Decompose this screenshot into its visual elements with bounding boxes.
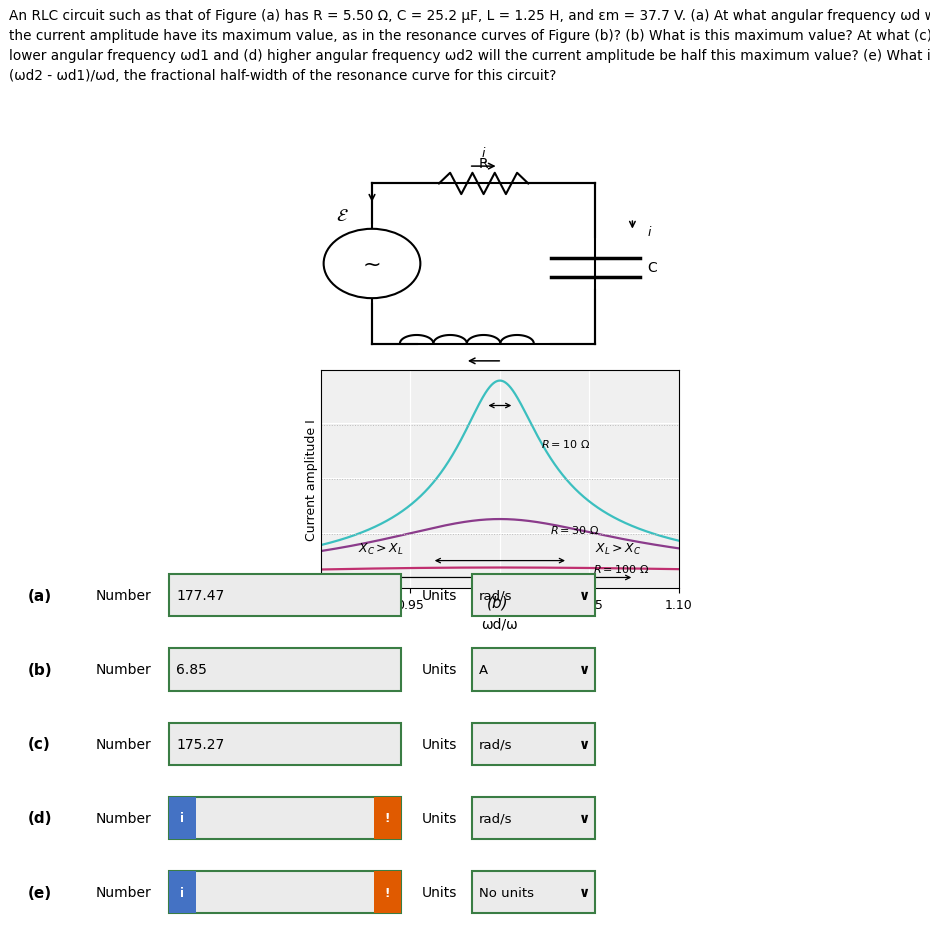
Text: (e): (e) xyxy=(28,884,52,900)
Text: Units: Units xyxy=(421,663,457,677)
Text: Units: Units xyxy=(421,885,457,899)
Text: ∨: ∨ xyxy=(578,589,590,603)
FancyBboxPatch shape xyxy=(472,575,595,616)
Text: rad/s: rad/s xyxy=(479,589,512,603)
Text: !: ! xyxy=(385,885,391,899)
Text: 177.47: 177.47 xyxy=(176,589,224,603)
Text: Number: Number xyxy=(96,885,152,899)
FancyBboxPatch shape xyxy=(169,797,401,839)
Text: (a): (a) xyxy=(28,588,52,603)
Text: Number: Number xyxy=(96,811,152,825)
Text: ∨: ∨ xyxy=(578,737,590,751)
Circle shape xyxy=(324,230,420,298)
FancyBboxPatch shape xyxy=(169,871,196,913)
Text: (b): (b) xyxy=(486,595,509,610)
FancyBboxPatch shape xyxy=(169,871,401,913)
Text: Number: Number xyxy=(96,663,152,677)
Text: Units: Units xyxy=(421,589,457,603)
Text: rad/s: rad/s xyxy=(479,811,512,825)
Text: A: A xyxy=(479,663,488,677)
FancyBboxPatch shape xyxy=(374,797,401,839)
Text: 175.27: 175.27 xyxy=(176,737,224,751)
Text: (d): (d) xyxy=(28,810,52,826)
Text: $R = 10\ \Omega$: $R = 10\ \Omega$ xyxy=(541,438,591,450)
Text: L: L xyxy=(480,368,487,382)
Text: i: i xyxy=(482,379,485,392)
Text: $R = 30\ \Omega$: $R = 30\ \Omega$ xyxy=(550,524,599,535)
FancyBboxPatch shape xyxy=(472,649,595,691)
FancyBboxPatch shape xyxy=(169,649,401,691)
FancyBboxPatch shape xyxy=(472,723,595,765)
Text: $\mathcal{E}$: $\mathcal{E}$ xyxy=(336,208,349,225)
Text: i: i xyxy=(482,147,485,160)
Text: i: i xyxy=(180,811,184,825)
Text: $R = 100\ \Omega$: $R = 100\ \Omega$ xyxy=(593,563,649,575)
Text: !: ! xyxy=(385,811,391,825)
Text: (c): (c) xyxy=(28,736,50,752)
Text: rad/s: rad/s xyxy=(479,737,512,751)
Text: $X_L > X_C$: $X_L > X_C$ xyxy=(595,541,641,557)
Text: Units: Units xyxy=(421,737,457,751)
FancyBboxPatch shape xyxy=(472,871,595,913)
FancyBboxPatch shape xyxy=(374,871,401,913)
Text: i: i xyxy=(180,885,184,899)
Text: No units: No units xyxy=(479,885,534,899)
Text: C: C xyxy=(647,261,657,275)
Text: Units: Units xyxy=(421,811,457,825)
X-axis label: ωd/ω: ωd/ω xyxy=(482,616,518,631)
FancyBboxPatch shape xyxy=(169,575,401,616)
Text: An RLC circuit such as that of Figure (a) has R = 5.50 Ω, C = 25.2 μF, L = 1.25 : An RLC circuit such as that of Figure (a… xyxy=(9,9,930,83)
Text: Number: Number xyxy=(96,737,152,751)
FancyBboxPatch shape xyxy=(169,797,196,839)
Text: ~: ~ xyxy=(363,254,381,274)
Text: R: R xyxy=(479,158,488,171)
Text: Number: Number xyxy=(96,589,152,603)
Text: $X_C > X_L$: $X_C > X_L$ xyxy=(358,541,405,557)
Text: (a): (a) xyxy=(473,395,494,410)
Text: i: i xyxy=(647,225,651,239)
Text: ∨: ∨ xyxy=(578,663,590,677)
Text: (b): (b) xyxy=(28,662,52,678)
FancyBboxPatch shape xyxy=(169,723,401,765)
Y-axis label: Current amplitude I: Current amplitude I xyxy=(305,419,318,540)
Text: ∨: ∨ xyxy=(578,885,590,899)
FancyBboxPatch shape xyxy=(472,797,595,839)
Text: ∨: ∨ xyxy=(578,811,590,825)
Text: 6.85: 6.85 xyxy=(176,663,207,677)
